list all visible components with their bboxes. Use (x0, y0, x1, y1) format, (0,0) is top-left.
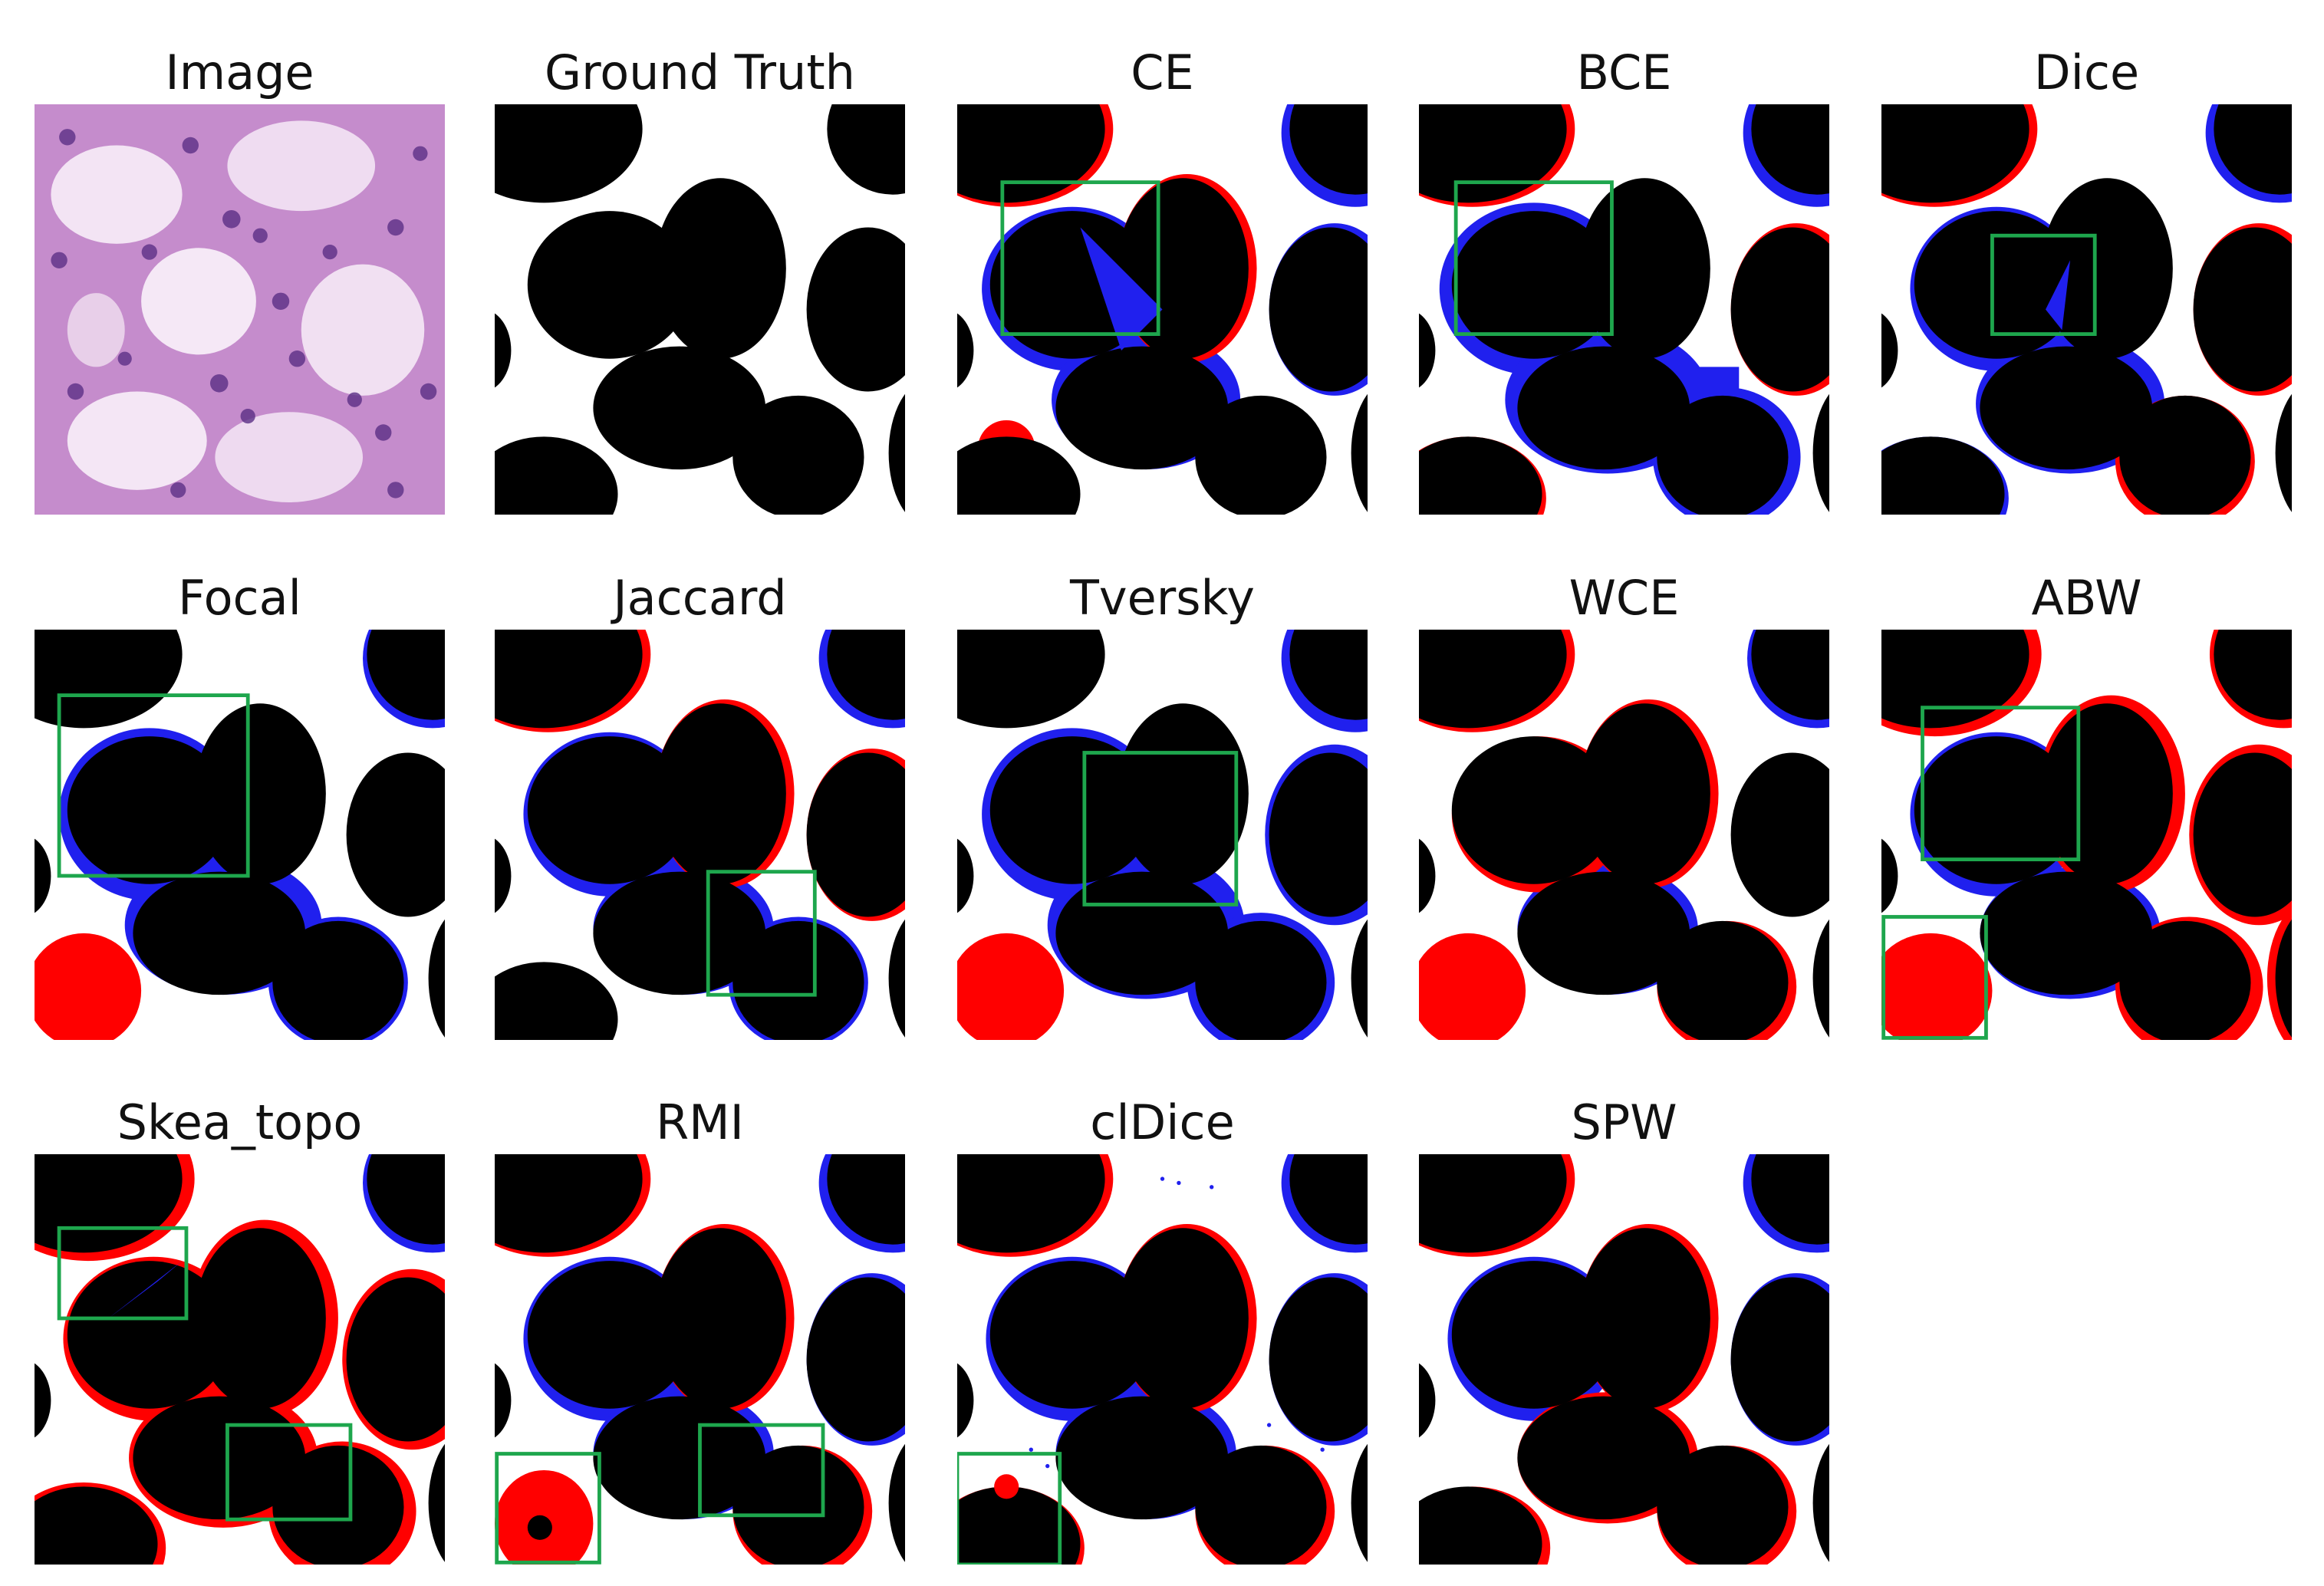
panel-title: BCE (1576, 44, 1672, 100)
panel-title: Skea_topo (117, 1094, 363, 1150)
panel-title: RMI (656, 1094, 744, 1150)
highlight-box (57, 1226, 189, 1321)
panel-ground-truth: Ground Truth (495, 44, 905, 515)
ground-truth-mask (495, 104, 905, 515)
panel-title: Jaccard (613, 570, 787, 626)
prediction-mask (957, 630, 1368, 1040)
panel-title: CE (1131, 44, 1194, 100)
panel-title: clDice (1090, 1094, 1235, 1150)
highlight-box (495, 1452, 601, 1565)
highlight-box (1881, 915, 1988, 1040)
highlight-box (1990, 233, 2097, 337)
panel-image: Image (35, 44, 445, 515)
panel-jaccard: Jaccard (495, 570, 905, 1040)
prediction-mask (1881, 630, 2292, 1040)
prediction-mask (495, 630, 905, 1040)
histology-image (35, 104, 445, 515)
panel-ce: CE (957, 44, 1368, 515)
highlight-box (225, 1423, 353, 1522)
highlight-box (957, 1452, 1062, 1565)
panel-title: Dice (2033, 44, 2140, 100)
panel-title: Tversky (1070, 570, 1255, 626)
prediction-mask (35, 630, 445, 1040)
panel-title: Image (165, 44, 314, 100)
panel-dice: Dice (1881, 44, 2292, 515)
prediction-mask (35, 1154, 445, 1565)
panel-focal: Focal (35, 570, 445, 1040)
prediction-mask (1419, 1154, 1829, 1565)
prediction-mask (957, 104, 1368, 515)
panel-abw: ABW (1881, 570, 2292, 1040)
panel-cldice: clDice (957, 1094, 1368, 1565)
panel-title: ABW (2031, 570, 2142, 626)
prediction-mask (1419, 630, 1829, 1040)
panel-rmi: RMI (495, 1094, 905, 1565)
highlight-box (698, 1423, 825, 1518)
panel-wce: WCE (1419, 570, 1829, 1040)
highlight-box (1000, 180, 1160, 337)
panel-title: Focal (178, 570, 301, 626)
highlight-box (1921, 706, 2081, 862)
prediction-mask (495, 1154, 905, 1565)
prediction-mask (957, 1154, 1368, 1565)
panel-spw: SPW (1419, 1094, 1829, 1565)
prediction-mask (1881, 104, 2292, 515)
panel-tversky: Tversky (957, 570, 1368, 1040)
panel-title: Ground Truth (545, 44, 855, 100)
highlight-box (706, 870, 817, 997)
panel-title: WCE (1569, 570, 1680, 626)
highlight-box (57, 693, 250, 878)
panel-title: SPW (1571, 1094, 1677, 1150)
prediction-mask (1419, 104, 1829, 515)
highlight-box (1453, 180, 1614, 337)
panel-skea-topo: Skea_topo (35, 1094, 445, 1565)
panel-bce: BCE (1419, 44, 1829, 515)
highlight-box (1082, 751, 1239, 907)
